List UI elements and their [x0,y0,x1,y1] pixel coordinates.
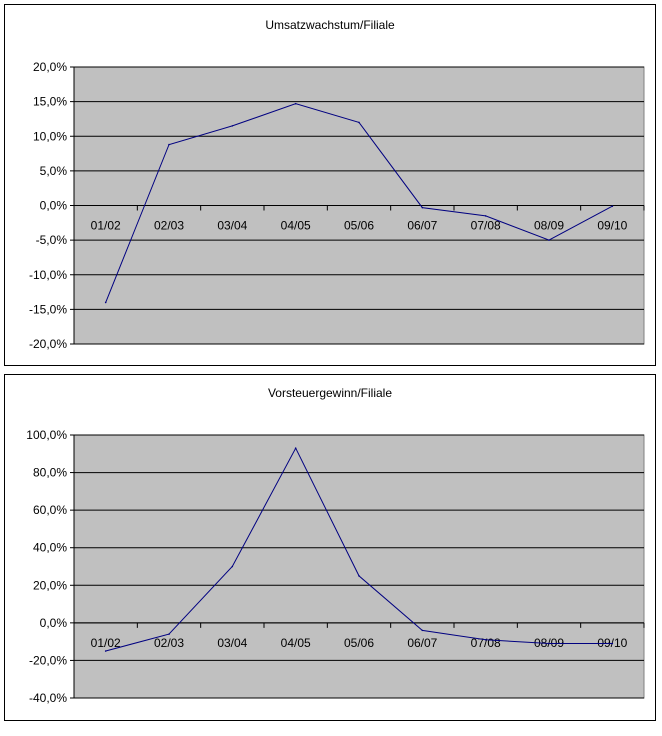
y-tick-label: 15,0% [33,95,67,109]
y-tick-label: -10,0% [29,268,67,282]
x-tick-label: 08/09 [534,219,564,233]
data-point [358,121,360,124]
x-tick-label: 05/06 [344,219,374,233]
y-tick-label: -20,0% [29,337,67,351]
sales-growth-chart: Umsatzwachstum/Filiale 20,0% 15,0% 10,0% 5,… [4,4,656,366]
x-tick-label: 05/06 [344,636,374,650]
y-tick-label: 40,0% [33,541,67,555]
x-tick-label: 06/07 [407,219,437,233]
data-point [421,206,424,209]
y-tick-label: 0,0% [40,199,68,213]
chart-title: Vorsteuergewinn/Filiale [268,386,392,400]
plot-area [73,434,645,699]
y-tick-label: 60,0% [33,503,67,517]
data-point [294,102,297,105]
y-tick-label: 0,0% [40,616,68,630]
data-point [611,205,614,207]
x-tick-label: 06/07 [407,636,437,650]
pretax-profit-chart: Vorsteuergewinn/Filiale 100,0% 80,0% 60,0%… [4,374,656,721]
y-tick-label: 20,0% [33,60,67,74]
data-point [294,447,297,449]
data-point [358,575,360,577]
y-tick-label: 10,0% [33,129,67,143]
data-point [231,125,234,127]
y-tick-label: 80,0% [33,466,67,480]
data-point [421,629,424,632]
x-tick-label: 02/03 [154,636,184,650]
x-tick-label: 07/08 [471,636,501,650]
x-tick-label: 01/02 [91,219,121,233]
x-tick-label: 02/03 [154,219,184,233]
data-point [484,638,487,641]
data-point [548,239,550,241]
x-tick-label: 04/05 [281,219,311,233]
x-tick-label: 03/04 [217,636,247,650]
data-point [231,565,234,568]
data-point [104,650,107,652]
x-tick-label: 03/04 [217,219,247,233]
data-point [548,642,550,645]
data-point [611,642,614,645]
chart-title: Umsatzwachstum/Filiale [265,18,395,32]
data-point [104,301,107,304]
y-tick-label: 5,0% [40,164,68,178]
data-point [168,633,170,635]
x-tick-label: 07/08 [471,219,501,233]
y-tick-label: -40,0% [29,691,67,705]
sales-growth-chart-svg: Umsatzwachstum/Filiale 20,0% 15,0% 10,0% 5,… [29,18,645,351]
data-point [484,215,487,217]
pretax-profit-chart-svg: Vorsteuergewinn/Filiale 100,0% 80,0% 60,0%… [26,386,645,705]
y-tick-label: -15,0% [29,302,67,316]
y-tick-label: 100,0% [26,428,67,442]
x-tick-label: 09/10 [597,219,627,233]
x-tick-label: 04/05 [281,636,311,650]
y-tick-label: -5,0% [36,233,68,247]
data-point [168,143,170,146]
y-tick-label: -20,0% [29,653,67,667]
x-tick-label: 01/02 [91,636,121,650]
y-tick-label: 20,0% [33,578,67,592]
